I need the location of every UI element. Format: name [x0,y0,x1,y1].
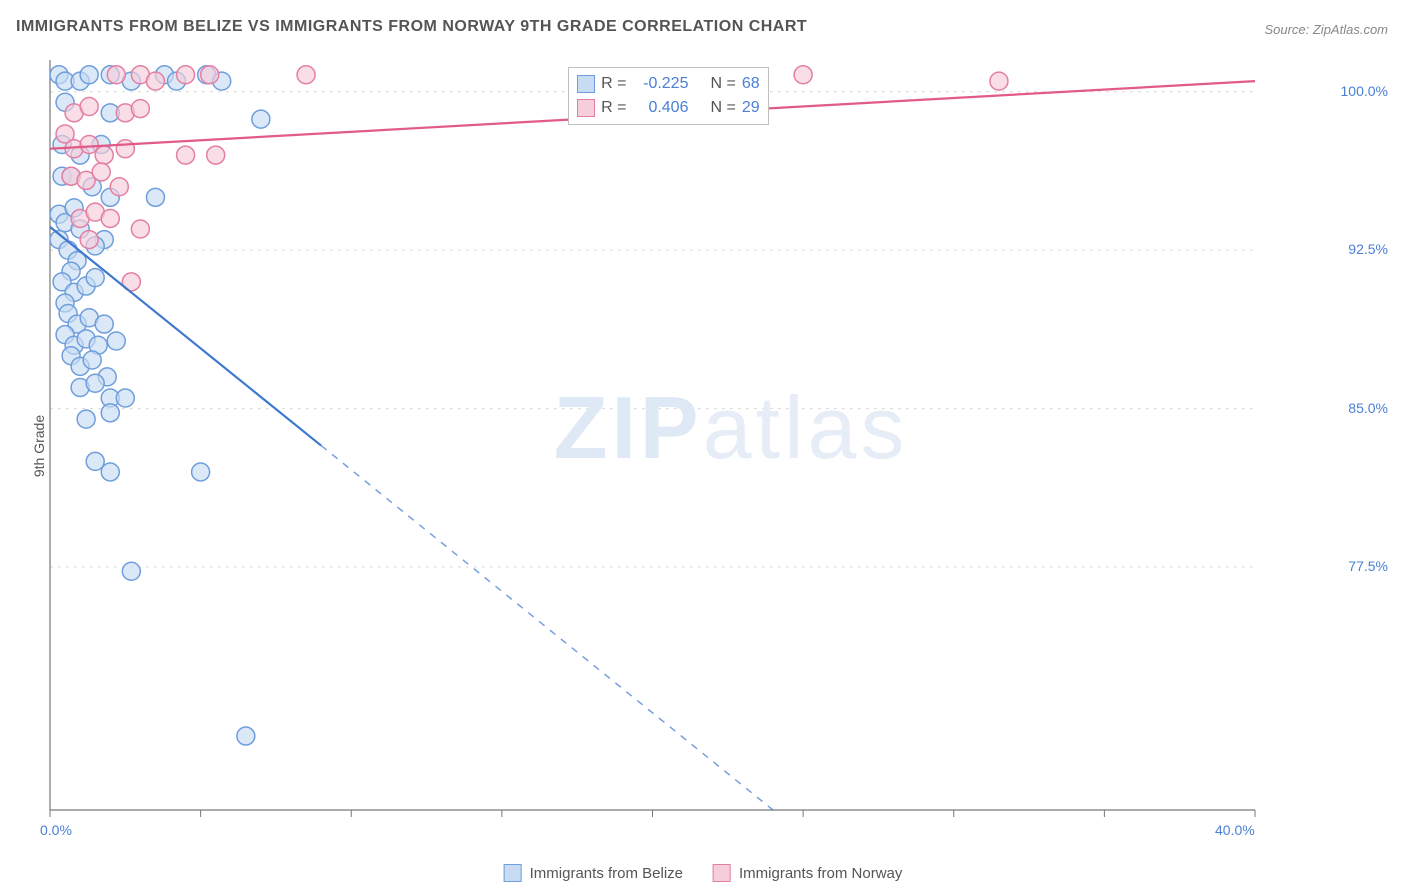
y-tick-label: 77.5% [1348,558,1388,574]
legend-swatch [713,864,731,882]
x-tick-label: 40.0% [1215,822,1255,838]
page-title: IMMIGRANTS FROM BELIZE VS IMMIGRANTS FRO… [16,18,807,36]
correlation-row: R =0.406 N = 29 [577,96,759,120]
x-tick-label: 0.0% [40,822,72,838]
corr-r-value: -0.225 [632,72,688,96]
corr-n-label: N = [710,96,735,120]
corr-swatch [577,75,595,93]
corr-r-value: 0.406 [632,96,688,120]
corr-swatch [577,99,595,117]
corr-n-value: 68 [742,72,760,96]
legend-item: Immigrants from Norway [713,864,902,882]
corr-n-value: 29 [742,96,760,120]
corr-r-label: R = [601,96,626,120]
corr-r-label: R = [601,72,626,96]
legend-swatch [504,864,522,882]
legend-item: Immigrants from Belize [504,864,683,882]
corr-n-label: N = [710,72,735,96]
correlation-row: R =-0.225 N = 68 [577,72,759,96]
chart-legend: Immigrants from Belize Immigrants from No… [504,864,903,882]
source-label: Source: ZipAtlas.com [1264,22,1388,37]
legend-label: Immigrants from Belize [530,865,683,882]
correlation-chart [45,55,1320,845]
legend-label: Immigrants from Norway [739,865,902,882]
y-tick-label: 100.0% [1341,83,1388,99]
correlation-box: R =-0.225 N = 68 R =0.406 N = 29 [568,67,768,125]
y-tick-label: 85.0% [1348,400,1388,416]
y-tick-label: 92.5% [1348,241,1388,257]
